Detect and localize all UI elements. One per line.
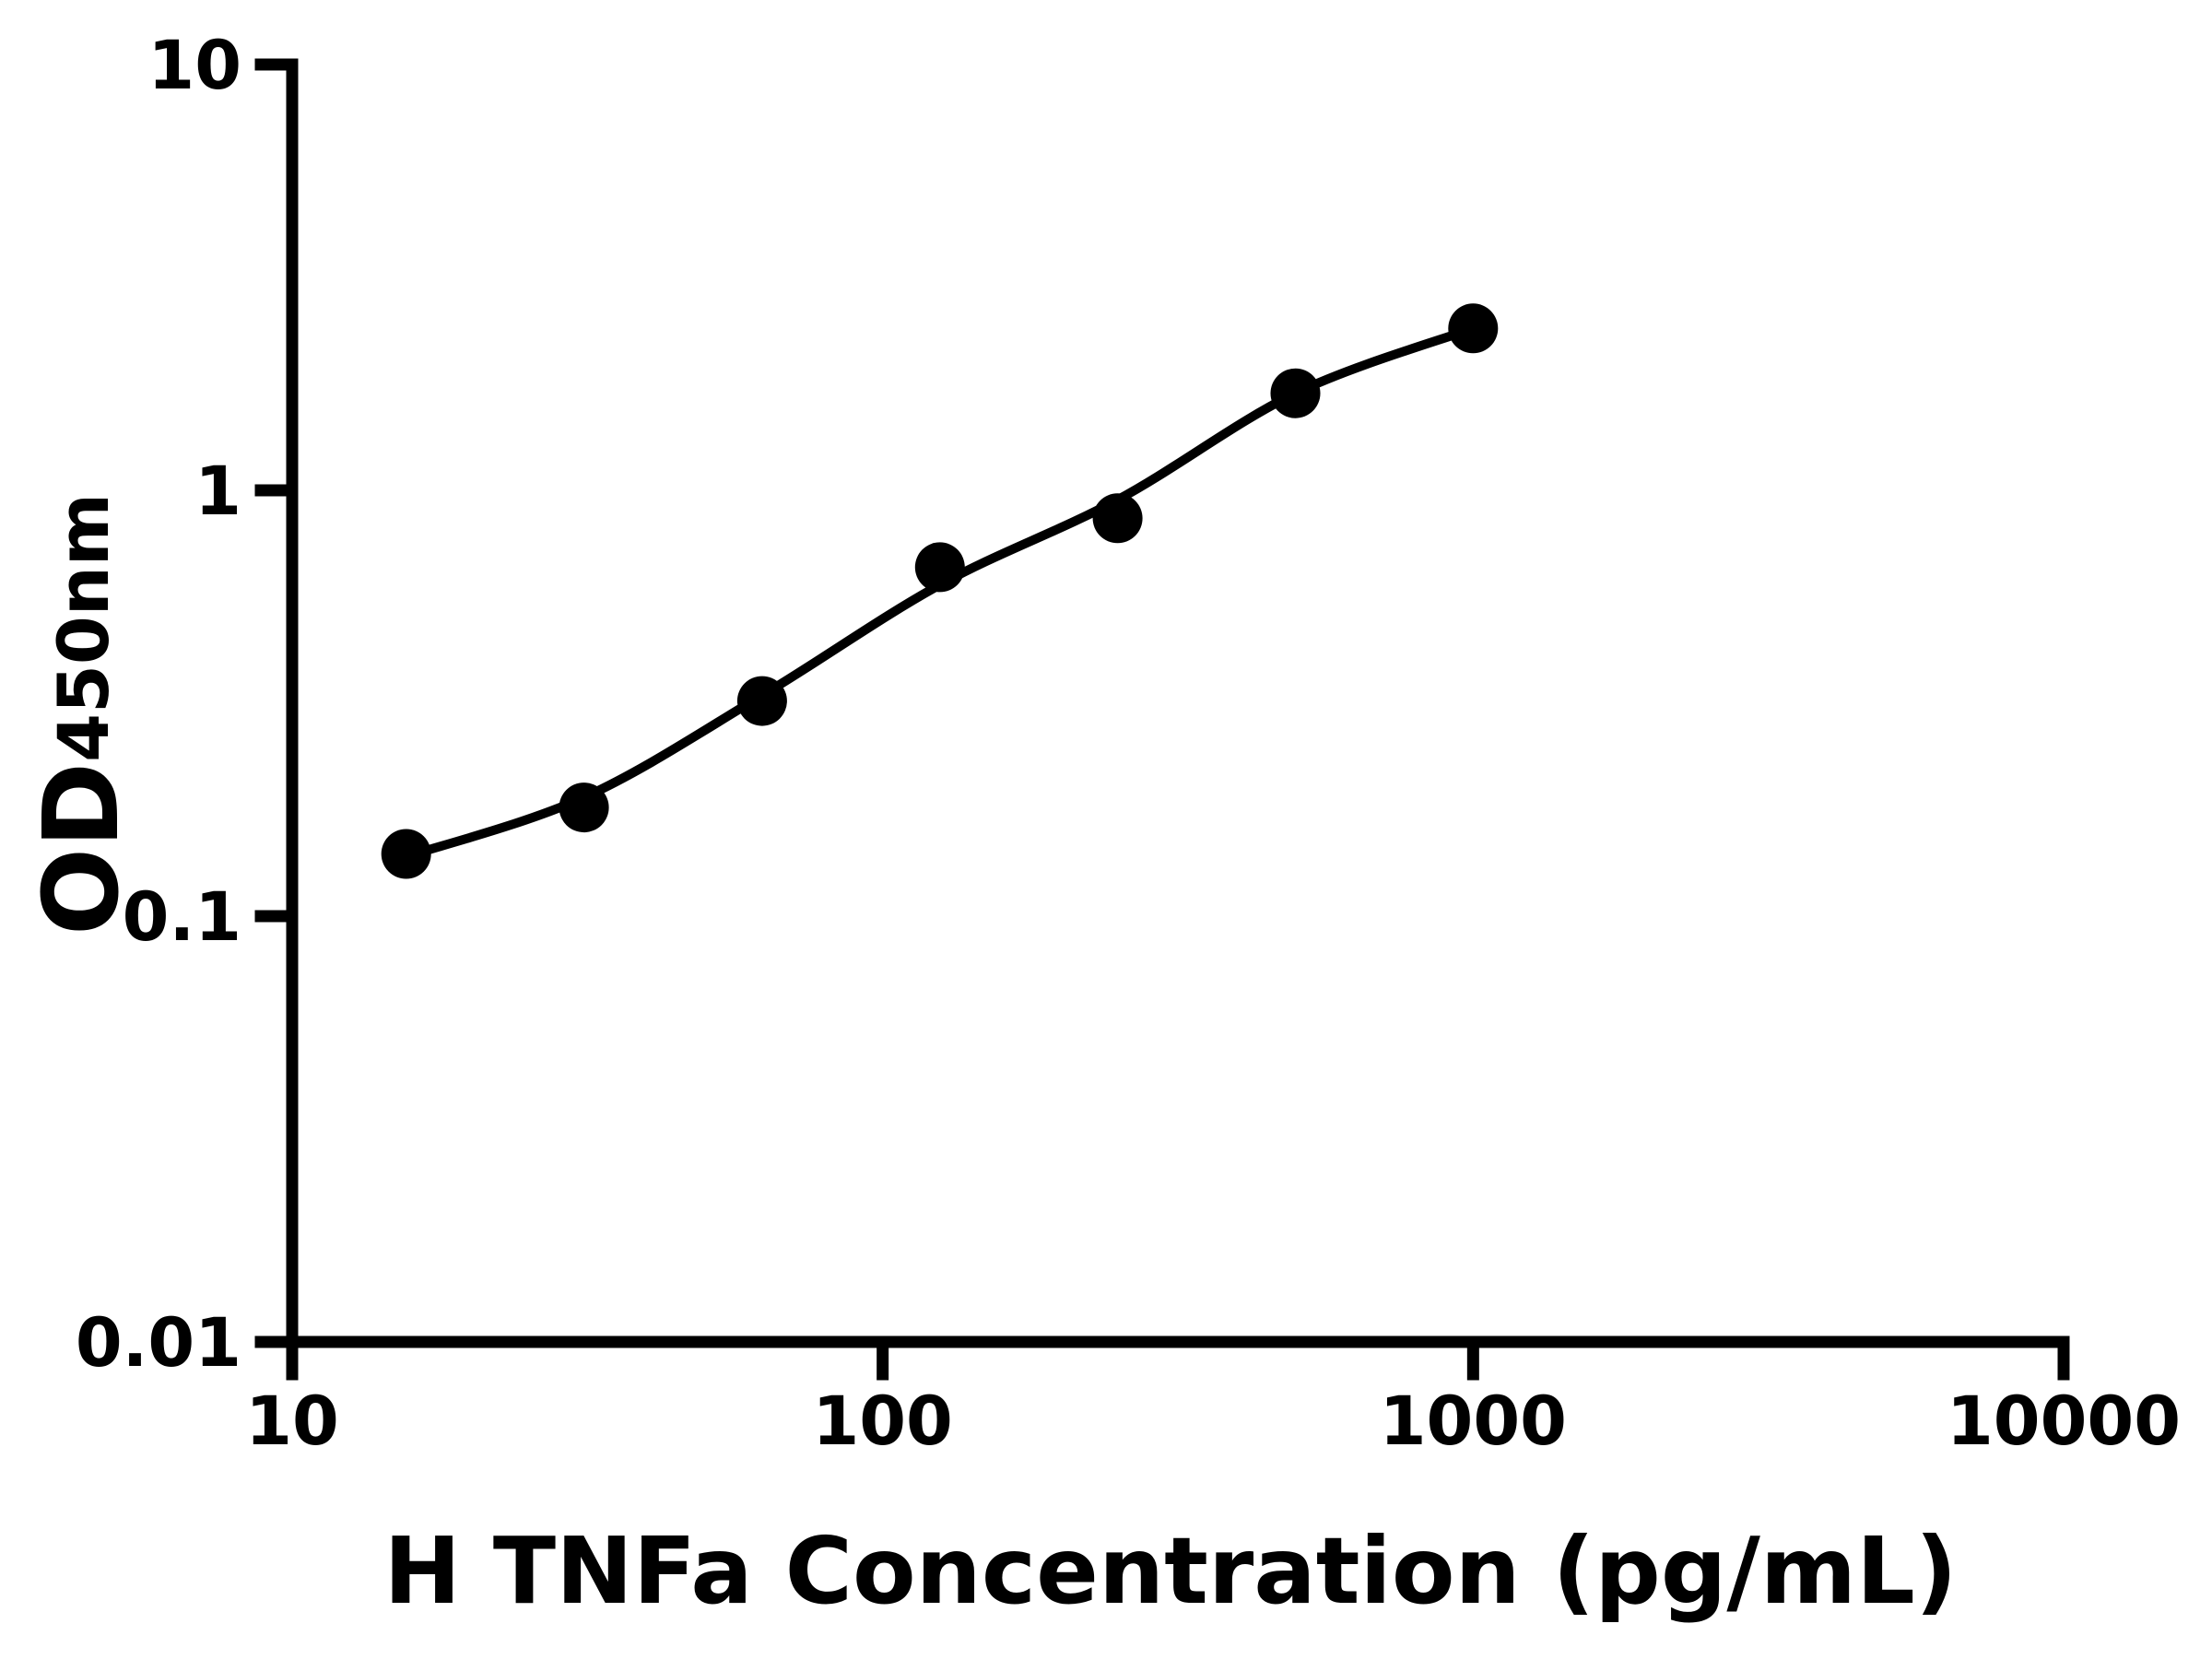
x-tick-label: 10 (245, 1382, 339, 1461)
y-axis-title-main: OD (22, 762, 142, 935)
y-axis-title: OD450nm (22, 493, 142, 935)
data-point (381, 829, 431, 879)
x-axis-title: H TNFa Concentration (pg/mL) (383, 1517, 1957, 1625)
y-tick-label: 0.1 (123, 878, 241, 957)
data-point (1448, 303, 1499, 354)
data-point (559, 782, 609, 833)
data-point (736, 676, 787, 726)
data-series-layer (381, 303, 1499, 879)
x-tick-label: 1000 (1380, 1382, 1567, 1461)
x-tick-label: 10000 (1947, 1382, 2181, 1461)
y-tick-label: 10 (147, 27, 241, 105)
y-tick-label: 0.01 (76, 1304, 241, 1382)
x-tick-label: 100 (812, 1382, 952, 1461)
data-point (1092, 493, 1143, 544)
data-point (1270, 368, 1321, 418)
y-axis-title-subscript: 450nm (42, 493, 124, 762)
y-tick-label: 1 (194, 453, 241, 531)
data-point (914, 542, 965, 593)
